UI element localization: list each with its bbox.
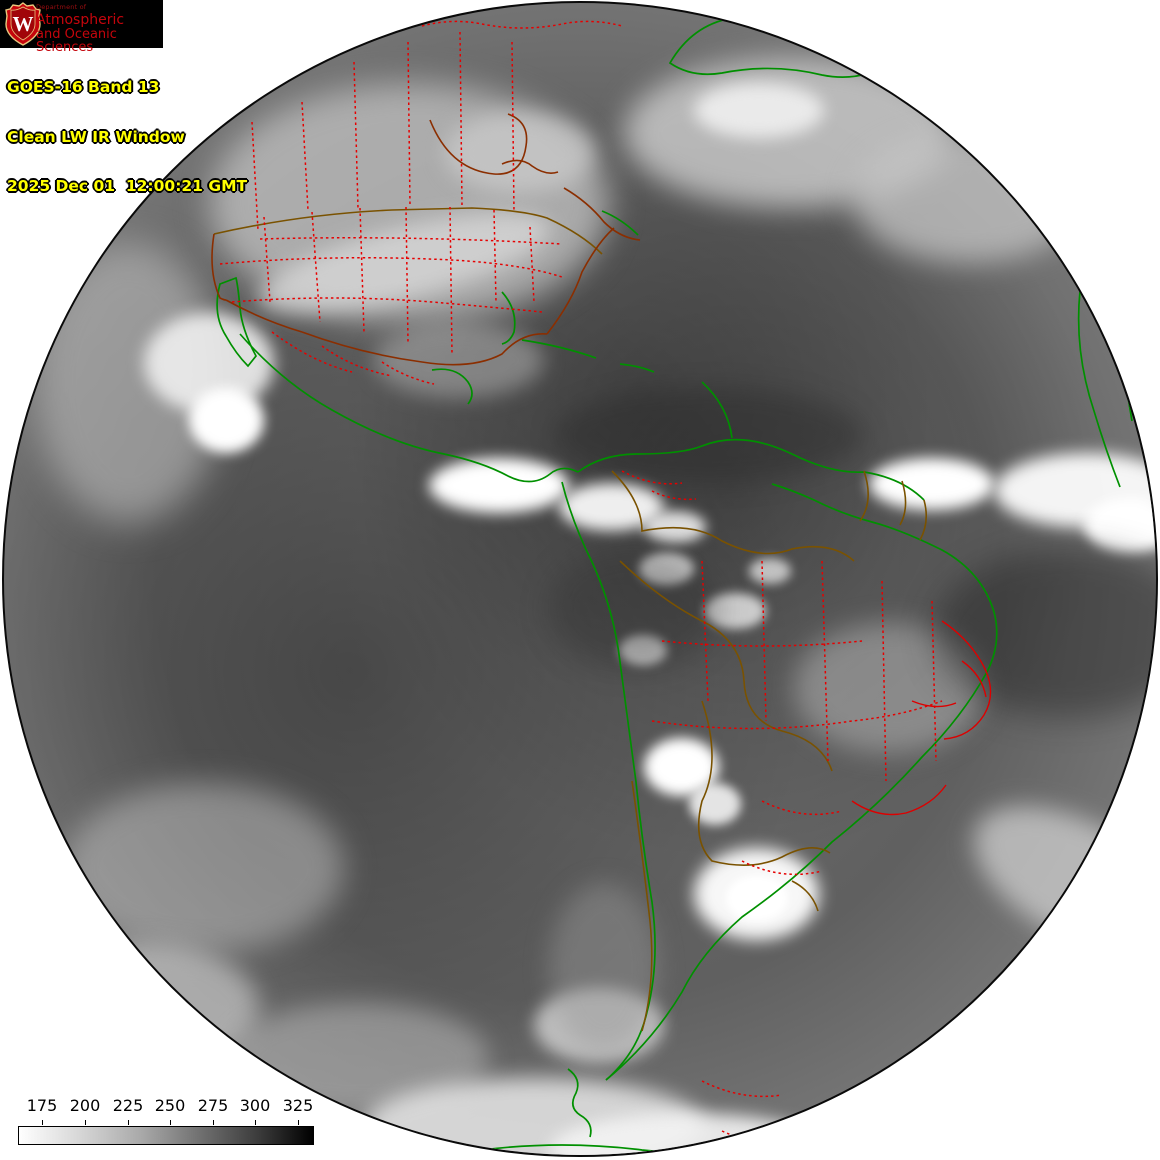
product-timestamp: 2025 Dec 01 12:00:21 GMT [7,177,248,195]
country-borders-overlay [213,207,928,1032]
state-borders-overlay [219,20,943,1142]
colorbar-tick-label: 250 [154,1096,186,1115]
colorbar-tick-label: 300 [239,1096,271,1115]
colorbar: 175 200 225 250 275 300 325 [18,1096,314,1148]
colorbar-tick-label: 200 [69,1096,101,1115]
colorbar-tick-label: 325 [282,1096,314,1115]
colorbar-tick-mark [255,1120,256,1125]
uw-crest-icon: W [5,2,41,46]
colorbar-tick-mark [213,1120,214,1125]
colorbar-tick-mark [42,1120,43,1125]
map-borders-overlay [211,14,1133,1155]
colorbar-tick-mark [298,1120,299,1125]
product-title-block: GOES-16 Band 13 Clean LW IR Window 2025 … [7,46,247,228]
product-title-line1: GOES-16 Band 13 [7,78,160,96]
svg-text:W: W [13,12,34,36]
dept-name-small: Department of [36,3,87,11]
satellite-logo-box: W Department of Atmospheric and Oceanic … [0,0,163,54]
coastlines-overlay [216,14,1133,1155]
product-title-line2: Clean LW IR Window [7,127,185,146]
colorbar-tick-label: 225 [112,1096,144,1115]
colorbar-gradient-bar [18,1126,314,1145]
colorbar-tick-mark [170,1120,171,1125]
dept-name-line1: Atmospheric [36,11,125,28]
colorbar-tick-mark [128,1120,129,1125]
dept-name-line2: and Oceanic Sciences [36,26,117,55]
colorbar-tick-mark [85,1120,86,1125]
colorbar-tick-label: 275 [197,1096,229,1115]
colorbar-tick-label: 175 [26,1096,58,1115]
